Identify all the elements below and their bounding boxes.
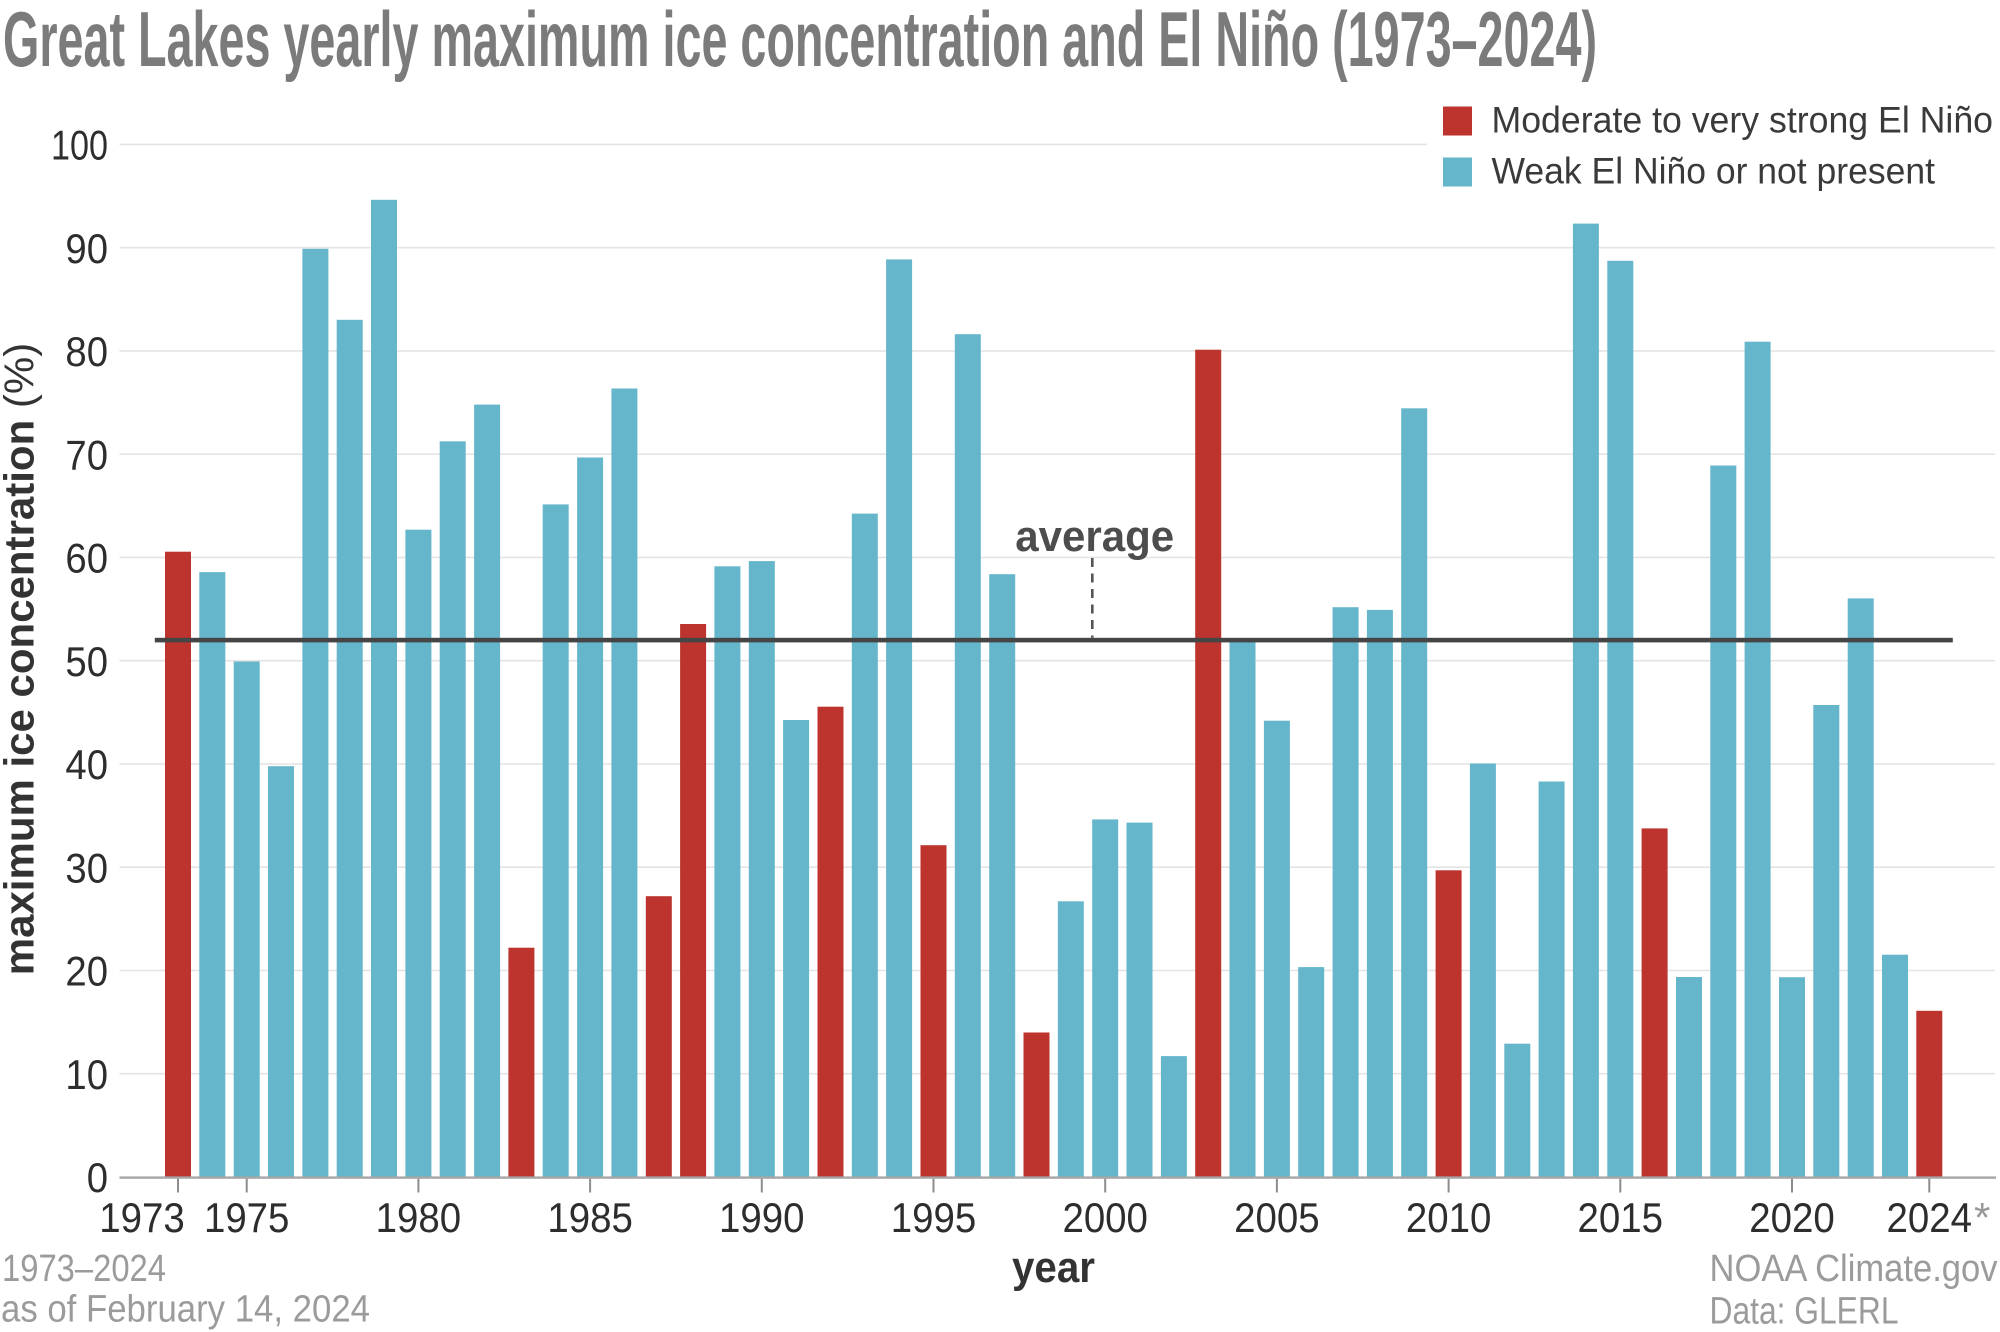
svg-text:1973: 1973 [99, 1194, 185, 1241]
svg-text:1975: 1975 [204, 1194, 290, 1241]
svg-text:2005: 2005 [1234, 1194, 1320, 1241]
svg-text:40: 40 [65, 741, 108, 788]
svg-text:70: 70 [65, 431, 108, 478]
svg-text:2010: 2010 [1406, 1194, 1492, 1241]
svg-text:10: 10 [65, 1051, 108, 1098]
svg-text:maximum ice concentration (%): maximum ice concentration (%) [0, 343, 43, 976]
svg-text:90: 90 [65, 225, 108, 272]
svg-text:Moderate to very strong El Niñ: Moderate to very strong El Niño [1492, 100, 1994, 141]
svg-text:50: 50 [65, 638, 108, 685]
svg-text:1980: 1980 [376, 1194, 462, 1241]
svg-text:1973–2024: 1973–2024 [2, 1248, 166, 1290]
svg-text:year: year [1012, 1243, 1095, 1292]
svg-text:100: 100 [51, 122, 108, 169]
svg-text:Great Lakes yearly maximum ice: Great Lakes yearly maximum ice concentra… [3, 0, 1597, 83]
svg-text:NOAA Climate.gov: NOAA Climate.gov [1710, 1248, 1998, 1290]
svg-text:*: * [1974, 1194, 1990, 1241]
svg-text:60: 60 [65, 535, 108, 582]
svg-text:2015: 2015 [1578, 1194, 1664, 1241]
svg-text:2020: 2020 [1749, 1194, 1835, 1241]
svg-text:1990: 1990 [719, 1194, 805, 1241]
svg-text:Weak El Niño or not present: Weak El Niño or not present [1492, 151, 1936, 192]
svg-text:as of February 14, 2024: as of February 14, 2024 [1, 1289, 370, 1331]
svg-text:1985: 1985 [547, 1194, 633, 1241]
svg-text:0: 0 [87, 1154, 108, 1201]
svg-text:2000: 2000 [1062, 1194, 1148, 1241]
svg-text:average: average [1015, 512, 1174, 561]
svg-text:2024: 2024 [1887, 1194, 1973, 1241]
svg-text:20: 20 [65, 948, 108, 995]
svg-text:30: 30 [65, 844, 108, 891]
svg-text:Data: GLERL: Data: GLERL [1710, 1291, 1899, 1332]
svg-text:80: 80 [65, 328, 108, 375]
svg-text:1995: 1995 [891, 1194, 977, 1241]
